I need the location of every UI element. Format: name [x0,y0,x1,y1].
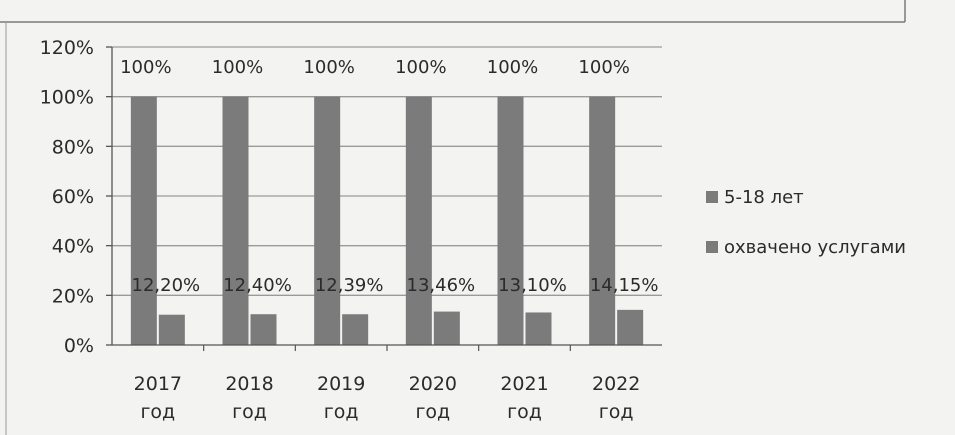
data-label-covered: 13,10% [498,275,567,296]
bar-covered [617,309,644,345]
bar-5-18 [589,96,616,346]
y-tick-label: 80% [52,136,94,158]
data-label-covered: 14,15% [590,275,659,296]
data-label-5-18: 100% [212,57,263,78]
data-label-5-18: 100% [303,57,354,78]
x-tick-label-year: 2017 [134,373,182,395]
x-tick-label-year: 2018 [225,373,273,395]
x-tick-label-year: 2021 [500,373,548,395]
data-label-5-18: 100% [578,57,629,78]
x-tick-label-year: 2020 [409,373,457,395]
data-label-5-18: 100% [120,57,171,78]
x-tick-label-year: 2019 [317,373,365,395]
data-label-5-18: 100% [395,57,446,78]
y-tick-label: 0% [64,335,94,357]
bar-covered [525,312,552,345]
y-tick-label: 40% [52,236,94,258]
y-tick-label: 100% [40,87,94,109]
bar-5-18 [314,96,341,346]
y-tick-label: 60% [52,186,94,208]
y-tick-label: 120% [40,37,94,59]
gridlines [112,46,662,296]
data-label-covered: 12,39% [315,275,384,296]
legend-label: 5-18 лет [724,187,804,208]
legend-label: охвачено услугами [724,237,906,258]
bar-covered [342,314,369,345]
chart-frame [0,0,906,435]
bar-covered [250,314,277,345]
legend-swatch [706,241,718,253]
data-label-5-18: 100% [487,57,538,78]
legend-swatch [706,191,718,203]
bar-5-18 [222,96,249,346]
x-tick-label-unit: год [415,401,450,423]
y-tick-label: 20% [52,285,94,307]
bar-5-18 [130,96,157,346]
x-tick-label-unit: год [140,401,175,423]
x-tick-label-unit: год [324,401,359,423]
bar-covered [158,314,185,345]
data-labels: 100% 12,20% 100% 12,40% 100% 12,39% 100% 13,46%… [120,57,658,296]
x-tick-label-unit: год [507,401,542,423]
x-tick-label-unit: год [232,401,267,423]
x-tick-label-unit: год [599,401,634,423]
bars [130,96,644,346]
bar-covered [433,311,460,345]
bar-5-18 [497,96,524,346]
bar-5-18 [405,96,432,346]
x-tick-label-year: 2022 [592,373,640,395]
y-axis-ticks: 0% 20% 40% 60% 80% 100% 120% [40,37,112,357]
data-label-covered: 13,46% [407,275,476,296]
legend: 5-18 лет охвачено услугами [706,187,906,258]
x-axis: 2017 год 2018 год 2019 год 2020 год 2021 год 2022 г… [111,47,662,423]
data-label-covered: 12,40% [223,275,292,296]
data-label-covered: 12,20% [132,275,201,296]
